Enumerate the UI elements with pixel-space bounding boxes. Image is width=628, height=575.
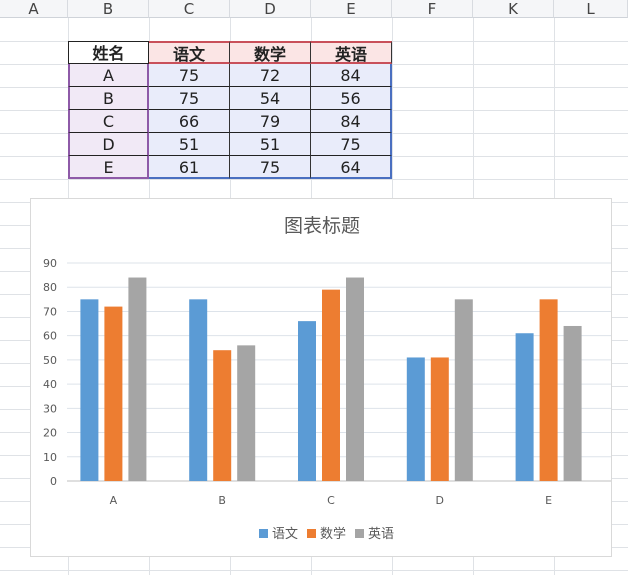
table-header-cell[interactable]: 数学: [230, 41, 311, 64]
table-cell[interactable]: E: [68, 156, 149, 179]
table-cell[interactable]: 75: [311, 133, 392, 156]
bar-E-英语: [563, 325, 582, 481]
table-cell[interactable]: B: [68, 87, 149, 110]
bar-C-语文: [298, 321, 316, 481]
x-tick-label: A: [110, 494, 118, 507]
x-tick-label: D: [436, 494, 444, 507]
column-header-e[interactable]: E: [311, 0, 392, 18]
column-header-l[interactable]: L: [554, 0, 628, 18]
table-cell[interactable]: 51: [230, 133, 311, 156]
legend-swatch: [355, 529, 364, 538]
table-cell[interactable]: 75: [149, 87, 230, 110]
legend-label: 数学: [320, 526, 346, 542]
bar-D-数学: [430, 357, 449, 481]
bar-E-语文: [515, 333, 534, 481]
table-cell[interactable]: 75: [230, 156, 311, 179]
y-tick-label: 0: [50, 475, 57, 488]
table-cell[interactable]: 51: [149, 133, 230, 156]
x-tick-label: B: [218, 494, 226, 507]
y-tick-label: 30: [43, 402, 57, 415]
legend-swatch: [307, 529, 316, 538]
y-tick-label: 60: [43, 330, 57, 343]
column-header-a[interactable]: A: [0, 0, 68, 18]
y-tick-label: 70: [43, 305, 57, 318]
table-cell[interactable]: D: [68, 133, 149, 156]
bar-A-英语: [128, 277, 147, 481]
y-tick-label: 20: [43, 427, 57, 440]
bar-C-数学: [322, 289, 340, 481]
table-cell[interactable]: 84: [311, 64, 392, 87]
column-header-f[interactable]: F: [392, 0, 473, 18]
chart-svg: 图表标题 0 10 20 30 40 50 60 70 80 90 A B C D E 语文 数学 英语: [43, 215, 611, 542]
table-cell[interactable]: 56: [311, 87, 392, 110]
y-tick-label: 90: [43, 257, 57, 270]
chart-title: 图表标题: [284, 215, 360, 237]
y-tick-label: 10: [43, 451, 57, 464]
table-cell[interactable]: C: [68, 110, 149, 133]
column-header-c[interactable]: C: [149, 0, 230, 18]
bar-C-英语: [346, 277, 364, 481]
y-tick-label: 50: [43, 354, 57, 367]
table-cell[interactable]: 75: [149, 64, 230, 87]
table-header-cell[interactable]: 语文: [149, 41, 230, 64]
bar-B-英语: [237, 345, 256, 481]
table-cell[interactable]: A: [68, 64, 149, 87]
y-tick-label: 80: [43, 281, 57, 294]
column-header-k[interactable]: K: [473, 0, 554, 18]
row-gridline: [0, 570, 628, 571]
table-cell[interactable]: 61: [149, 156, 230, 179]
table-cell[interactable]: 66: [149, 110, 230, 133]
table-cell[interactable]: 54: [230, 87, 311, 110]
bar-B-语文: [189, 299, 208, 481]
table-cell[interactable]: 64: [311, 156, 392, 179]
table-header-cell[interactable]: 姓名: [68, 41, 149, 64]
table-cell[interactable]: 79: [230, 110, 311, 133]
table-header-cell[interactable]: 英语: [311, 41, 392, 64]
bar-E-数学: [539, 299, 558, 481]
column-header-b[interactable]: B: [68, 0, 149, 18]
chart[interactable]: 图表标题 0 10 20 30 40 50 60 70 80 90 A B C D E 语文 数学 英语: [30, 198, 612, 557]
bar-B-数学: [213, 350, 232, 481]
legend-swatch: [259, 529, 268, 538]
table-cell[interactable]: 72: [230, 64, 311, 87]
row-gridline: [0, 179, 628, 180]
bar-D-英语: [454, 299, 473, 481]
x-tick-label: C: [327, 494, 335, 507]
y-tick-label: 40: [43, 378, 57, 391]
bar-A-语文: [80, 299, 99, 481]
bar-A-数学: [104, 306, 123, 481]
column-header-d[interactable]: D: [230, 0, 311, 18]
table-cell[interactable]: 84: [311, 110, 392, 133]
legend-label: 语文: [272, 527, 298, 542]
x-tick-label: E: [545, 494, 552, 507]
bar-D-语文: [406, 357, 425, 481]
legend-label: 英语: [368, 527, 394, 542]
